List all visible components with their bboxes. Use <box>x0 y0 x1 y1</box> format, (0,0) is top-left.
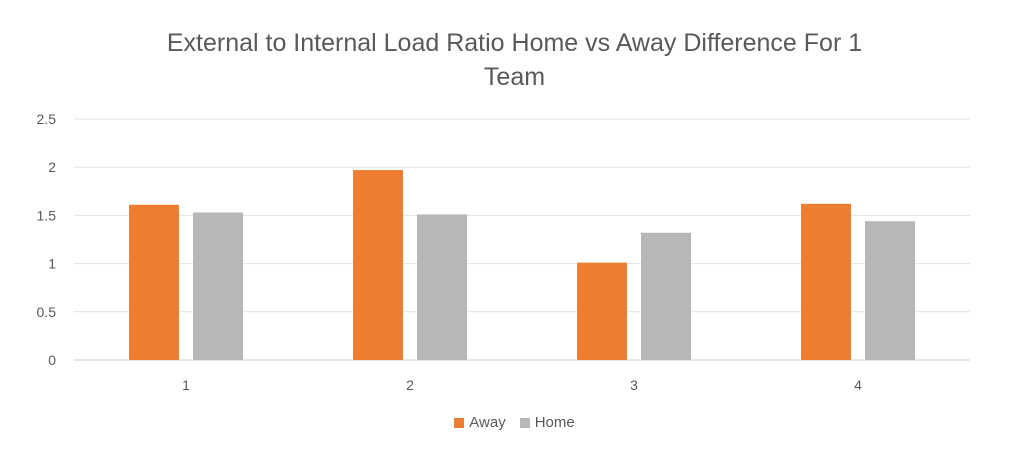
y-tick-label: 0 <box>48 352 56 368</box>
bar-home-1[interactable] <box>193 212 243 360</box>
chart-title-line-2: Team <box>483 63 546 91</box>
legend: Away Home <box>0 414 1029 431</box>
legend-swatch-away <box>454 417 465 428</box>
bar-away-1[interactable] <box>129 204 179 360</box>
bar-home-2[interactable] <box>417 214 467 360</box>
x-tick-label: 4 <box>854 377 862 393</box>
y-axis-ticks: 0 0.5 1 1.5 2 2.5 <box>37 111 57 368</box>
y-tick-label: 2.5 <box>37 111 57 127</box>
y-tick-label: 0.5 <box>37 304 57 320</box>
y-tick-label: 1 <box>48 256 56 272</box>
bar-home-4[interactable] <box>865 221 915 360</box>
legend-label-home: Home <box>534 414 575 431</box>
x-tick-label: 2 <box>406 377 414 393</box>
bar-away-3[interactable] <box>577 262 627 360</box>
bar-away-4[interactable] <box>801 203 851 360</box>
y-tick-label: 1.5 <box>37 207 57 223</box>
y-tick-label: 2 <box>48 159 56 175</box>
chart-title: External to Internal Load Ratio Home vs … <box>0 26 1029 94</box>
legend-item-away[interactable]: Away <box>454 414 506 431</box>
legend-item-home[interactable]: Home <box>519 414 575 431</box>
chart-title-line-1: External to Internal Load Ratio Home vs … <box>166 29 863 57</box>
bars <box>129 170 915 360</box>
bar-home-3[interactable] <box>641 232 691 360</box>
legend-swatch-home <box>519 417 530 428</box>
x-axis-ticks: 1 2 3 4 <box>182 377 862 393</box>
x-tick-label: 3 <box>630 377 638 393</box>
legend-label-away: Away <box>469 414 506 431</box>
x-tick-label: 1 <box>182 377 190 393</box>
bar-away-2[interactable] <box>353 170 403 360</box>
